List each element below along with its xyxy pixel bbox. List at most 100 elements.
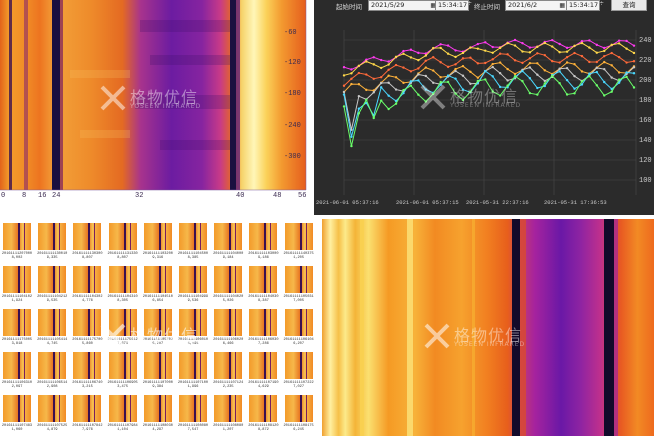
thumbnail-tile[interactable] — [179, 352, 207, 379]
trend-point — [484, 69, 487, 73]
tile-stripe — [94, 352, 96, 379]
thumbnail-tile[interactable] — [73, 266, 102, 293]
thumbnail-tile[interactable] — [284, 266, 313, 293]
thumbnail-tile[interactable] — [108, 352, 137, 379]
trend-point — [551, 45, 554, 48]
thumbnail-tile[interactable] — [214, 266, 243, 293]
trend-point — [521, 69, 524, 73]
tile-stripe — [94, 395, 96, 422]
thumbnail-tile[interactable] — [73, 223, 102, 250]
trend-point — [617, 81, 621, 84]
thumbnail-tile[interactable] — [108, 223, 137, 250]
thumbnail-tile[interactable] — [179, 395, 207, 422]
trend-point — [573, 51, 576, 55]
thumbnail-tile[interactable] — [214, 223, 243, 250]
tile-stripe — [94, 266, 96, 293]
trend-point — [625, 71, 628, 74]
thumbnail-tile[interactable] — [108, 266, 137, 293]
tile-stripe — [200, 309, 201, 336]
calendar-icon[interactable]: ▦ — [430, 2, 436, 9]
end-time-spinner[interactable]: ÷ — [599, 0, 605, 7]
trend-point — [580, 83, 584, 86]
thumbnail-tile[interactable] — [214, 352, 243, 379]
thumbnail-tile[interactable] — [73, 352, 102, 379]
thumbnail-tile[interactable] — [249, 309, 278, 336]
thumbnail-tile[interactable] — [3, 395, 31, 422]
trend-point — [632, 51, 636, 55]
thumbnail-tile[interactable] — [284, 223, 313, 250]
thumbnail-tile[interactable] — [38, 352, 67, 379]
thumbnail-tile[interactable] — [284, 309, 313, 336]
thumbnail-label: 20161111104999 9,536 — [177, 295, 209, 304]
tile-stripe — [88, 309, 91, 336]
thumbnail-tile[interactable] — [3, 352, 31, 379]
thumbnail-tile[interactable] — [249, 223, 278, 250]
tile-stripe — [129, 266, 131, 293]
thumbnail-tile[interactable] — [3, 266, 31, 293]
trend-point — [558, 67, 561, 70]
tile-stripe — [24, 309, 25, 336]
trend-point — [543, 79, 546, 83]
thumbnail-tile[interactable] — [214, 309, 243, 336]
tile-stripe — [270, 266, 272, 293]
end-time-field[interactable]: 15:34:17 — [566, 0, 600, 11]
trend-point — [432, 92, 435, 96]
thumbnail-tile[interactable] — [38, 395, 67, 422]
tile-stripe — [158, 266, 161, 293]
thumbnail-tile[interactable] — [249, 266, 278, 293]
trend-point — [439, 61, 442, 64]
thumbnail-tile[interactable] — [284, 395, 313, 422]
tile-stripe — [200, 352, 201, 379]
thumbnail-tile[interactable] — [108, 309, 137, 336]
trend-point — [543, 82, 546, 85]
thumbnail-tile[interactable] — [143, 223, 172, 250]
scan-x-tick: 48 — [273, 192, 282, 200]
thumbnail-label: 20161111106020 6,466 — [213, 338, 244, 347]
trend-point — [506, 67, 509, 71]
query-button[interactable]: 查询 — [611, 0, 647, 11]
trend-point — [350, 68, 353, 71]
thumbnail-tile[interactable] — [108, 395, 137, 422]
trend-point — [350, 135, 353, 138]
calendar-icon[interactable]: ▦ — [559, 2, 565, 9]
thumbnail-tile[interactable] — [179, 309, 207, 336]
trend-point — [506, 79, 509, 82]
thumbnail-label: 20161111106104 6,207 — [283, 338, 314, 347]
trend-point — [543, 69, 546, 72]
trend-point — [454, 55, 457, 59]
thumbnail-tile[interactable] — [73, 309, 102, 336]
thumbnail-tile[interactable] — [38, 309, 67, 336]
thumbnail-tile[interactable] — [143, 395, 172, 422]
trend-point — [573, 44, 576, 47]
trend-point — [521, 61, 524, 65]
thumbnail-tile[interactable] — [38, 266, 67, 293]
thumbnail-tile[interactable] — [143, 266, 172, 293]
trend-point — [432, 69, 435, 72]
thumbnail-tile[interactable] — [179, 266, 207, 293]
tile-stripe — [129, 309, 131, 336]
thumbnail-tile[interactable] — [143, 352, 172, 379]
thumbnail-tile[interactable] — [249, 352, 278, 379]
trend-point — [521, 80, 524, 83]
thumbnail-tile[interactable] — [73, 395, 102, 422]
trend-point — [432, 81, 435, 84]
thumbnail-tile[interactable] — [143, 309, 172, 336]
start-time-spinner[interactable]: ÷ — [467, 0, 473, 7]
thumbnail-tile[interactable] — [3, 309, 31, 336]
trend-y-tick: 160 — [639, 117, 652, 125]
thumbnail-tile[interactable] — [284, 352, 313, 379]
trend-point — [536, 73, 539, 76]
trend-x-tick: 2021-05-31 22:37:16 — [466, 199, 529, 206]
tile-stripe — [229, 266, 232, 293]
tile-stripe — [59, 223, 61, 250]
thumbnail-tile[interactable] — [179, 223, 207, 250]
start-time-label: 起始时间 — [336, 3, 362, 11]
thumbnail-tile[interactable] — [38, 223, 67, 250]
tile-stripe — [18, 309, 20, 336]
thumbnail-tile[interactable] — [3, 223, 31, 250]
trend-point — [402, 81, 405, 85]
start-time-field[interactable]: 15:34:17 — [435, 0, 469, 11]
tile-stripe — [59, 266, 61, 293]
thumbnail-tile[interactable] — [249, 395, 278, 422]
thumbnail-tile[interactable] — [214, 395, 243, 422]
